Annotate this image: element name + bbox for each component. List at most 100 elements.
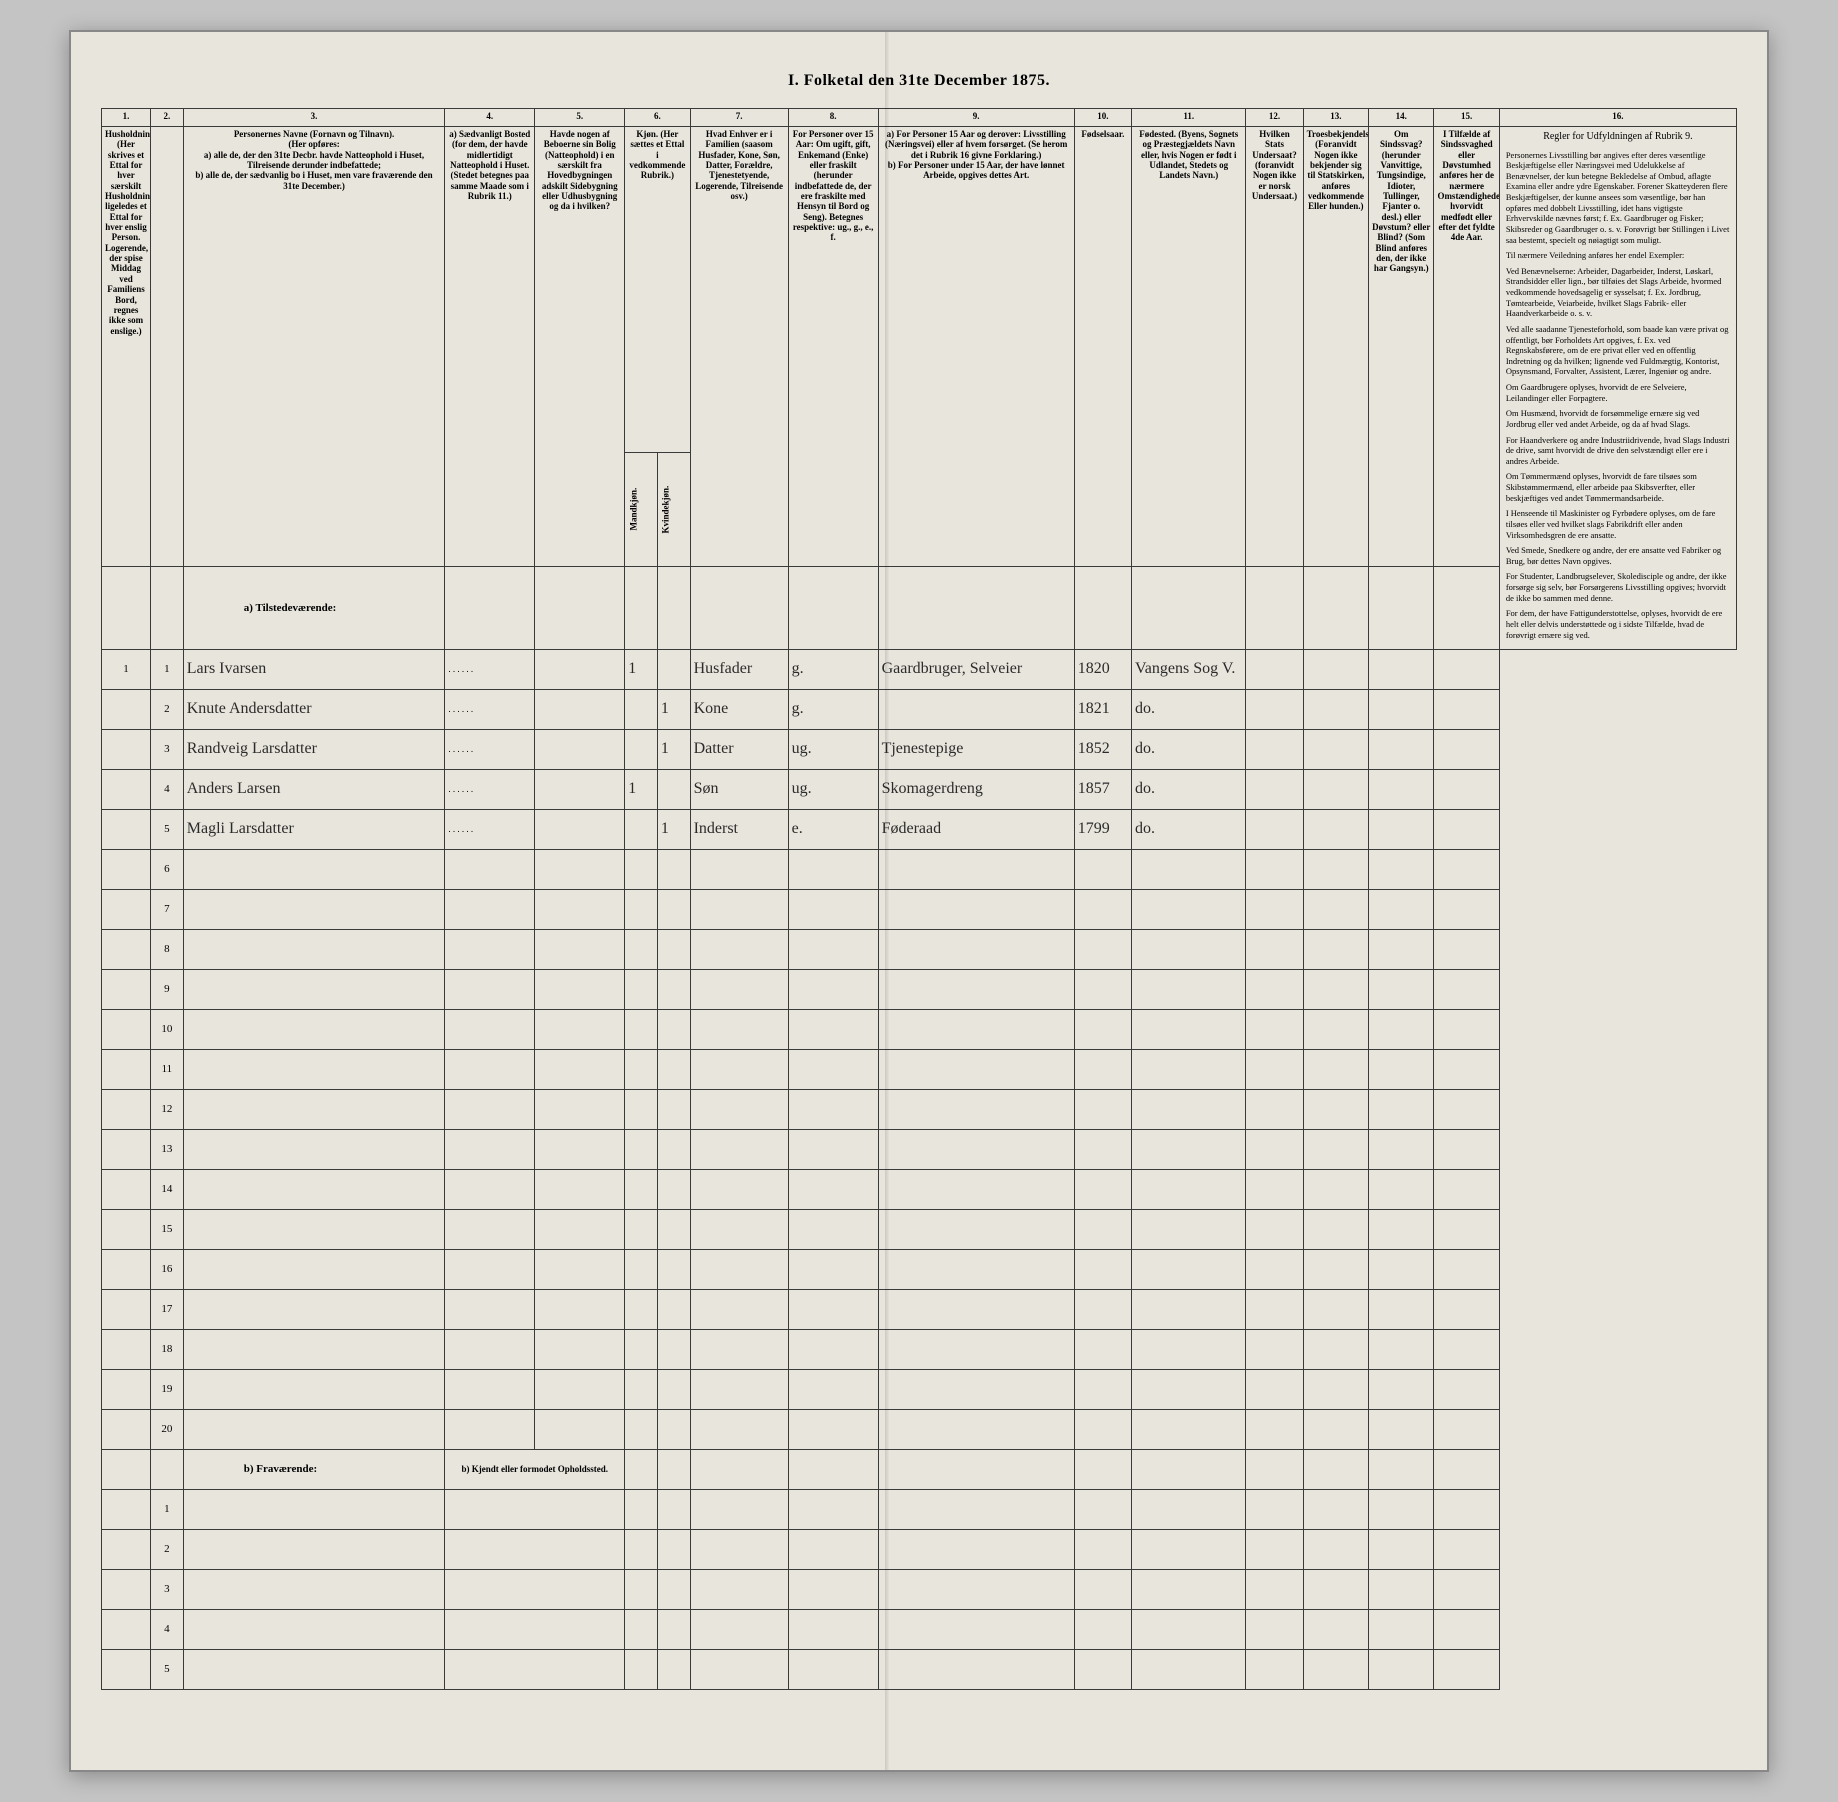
cell: do. bbox=[1132, 730, 1246, 770]
cell bbox=[657, 970, 690, 1010]
cell bbox=[183, 1210, 445, 1250]
cell bbox=[625, 1570, 658, 1610]
census-page: I. Folketal den 31te December 1875. 1. 2… bbox=[69, 30, 1769, 1772]
cell: 1852 bbox=[1074, 730, 1131, 770]
cell bbox=[535, 690, 625, 730]
instruction-para: Til nærmere Veiledning anføres her endel… bbox=[1506, 250, 1730, 261]
cell bbox=[788, 1250, 878, 1290]
cell bbox=[878, 690, 1074, 730]
cell: 10 bbox=[151, 1010, 184, 1050]
cell: Anders Larsen bbox=[183, 770, 445, 810]
cell bbox=[1369, 970, 1434, 1010]
cell bbox=[1434, 1050, 1499, 1090]
table-row: 3Randveig Larsdatter. . . . . .1Datterug… bbox=[102, 730, 1737, 770]
cell bbox=[183, 890, 445, 930]
cell: ug. bbox=[788, 770, 878, 810]
census-table: 1. 2. 3. 4. 5. 6. 7. 8. 9. 10. 11. 12. 1… bbox=[101, 108, 1737, 1690]
cell bbox=[102, 770, 151, 810]
cell bbox=[1303, 730, 1368, 770]
cell bbox=[535, 1050, 625, 1090]
cell bbox=[445, 1290, 535, 1330]
cell: ug. bbox=[788, 730, 878, 770]
cell: 12 bbox=[151, 1090, 184, 1130]
cell bbox=[183, 1490, 445, 1530]
cell bbox=[1369, 650, 1434, 690]
cell bbox=[183, 1410, 445, 1450]
cell bbox=[535, 1130, 625, 1170]
page-title: I. Folketal den 31te December 1875. bbox=[101, 72, 1737, 90]
table-row: 4Anders Larsen. . . . . .1Sønug.Skomager… bbox=[102, 770, 1737, 810]
cell bbox=[445, 970, 535, 1010]
cell bbox=[657, 930, 690, 970]
cell bbox=[445, 890, 535, 930]
cell bbox=[102, 1410, 151, 1450]
coln-10: 10. bbox=[1074, 109, 1131, 127]
cell bbox=[625, 1610, 658, 1650]
cell bbox=[1246, 1410, 1303, 1450]
cell bbox=[690, 1330, 788, 1370]
cell bbox=[788, 1290, 878, 1330]
cell bbox=[878, 1130, 1074, 1170]
cell bbox=[1434, 650, 1499, 690]
cell: 1 bbox=[151, 650, 184, 690]
cell bbox=[625, 1490, 658, 1530]
cell: . . . . . . bbox=[445, 650, 535, 690]
cell bbox=[625, 1330, 658, 1370]
cell: 16 bbox=[151, 1250, 184, 1290]
cell bbox=[1074, 1050, 1131, 1090]
coln-2: 2. bbox=[151, 109, 184, 127]
instruction-para: Ved Benævnelserne: Arbeider, Dagarbeider… bbox=[1506, 266, 1730, 319]
cell bbox=[1246, 1570, 1303, 1610]
cell bbox=[535, 1170, 625, 1210]
cell bbox=[183, 1330, 445, 1370]
cell: Føderaad bbox=[878, 810, 1074, 850]
cell bbox=[1246, 810, 1303, 850]
table-row: 8 bbox=[102, 930, 1737, 970]
cell: 1 bbox=[625, 650, 658, 690]
instr-title: Regler for Udfyldningen af Rubrik 9. bbox=[1506, 131, 1730, 144]
cell bbox=[1303, 1410, 1368, 1450]
cell bbox=[690, 930, 788, 970]
cell bbox=[657, 1010, 690, 1050]
cell bbox=[878, 930, 1074, 970]
coln-13: 13. bbox=[1303, 109, 1368, 127]
cell bbox=[1434, 1090, 1499, 1130]
cell bbox=[1246, 730, 1303, 770]
table-row: 3 bbox=[102, 1570, 1737, 1610]
cell bbox=[657, 1490, 690, 1530]
section-b-sub: b) Kjendt eller formodet Opholdssted. bbox=[445, 1450, 625, 1490]
cell: . . . . . . bbox=[445, 810, 535, 850]
cell: 7 bbox=[151, 890, 184, 930]
cell bbox=[535, 850, 625, 890]
cell bbox=[625, 1050, 658, 1090]
cell bbox=[1132, 1210, 1246, 1250]
cell: 1799 bbox=[1074, 810, 1131, 850]
cell bbox=[1369, 1490, 1434, 1530]
cell bbox=[1369, 1010, 1434, 1050]
table-row: 12 bbox=[102, 1090, 1737, 1130]
cell bbox=[878, 1370, 1074, 1410]
hdr-5: Havde nogen af Beboerne sin Bolig (Natte… bbox=[535, 127, 625, 567]
cell bbox=[445, 1650, 625, 1690]
cell bbox=[102, 690, 151, 730]
table-row: 5 bbox=[102, 1650, 1737, 1690]
cell: 3 bbox=[151, 1570, 184, 1610]
cell bbox=[1074, 1570, 1131, 1610]
cell bbox=[1303, 1050, 1368, 1090]
cell bbox=[878, 850, 1074, 890]
cell bbox=[445, 1370, 535, 1410]
cell: 1 bbox=[102, 650, 151, 690]
cell bbox=[878, 1010, 1074, 1050]
cell: . . . . . . bbox=[445, 730, 535, 770]
cell bbox=[1369, 1650, 1434, 1690]
cell: do. bbox=[1132, 810, 1246, 850]
cell bbox=[1132, 1290, 1246, 1330]
cell bbox=[1132, 1410, 1246, 1450]
instruction-para: For Haandverkere og andre Industriidrive… bbox=[1506, 435, 1730, 467]
coln-11: 11. bbox=[1132, 109, 1246, 127]
cell bbox=[535, 1330, 625, 1370]
section-b-row: b) Fraværende: b) Kjendt eller formodet … bbox=[102, 1450, 1737, 1490]
hdr-15: I Tilfælde af Sindssvaghed eller Døvstum… bbox=[1434, 127, 1499, 567]
cell bbox=[1074, 1250, 1131, 1290]
cell bbox=[878, 890, 1074, 930]
